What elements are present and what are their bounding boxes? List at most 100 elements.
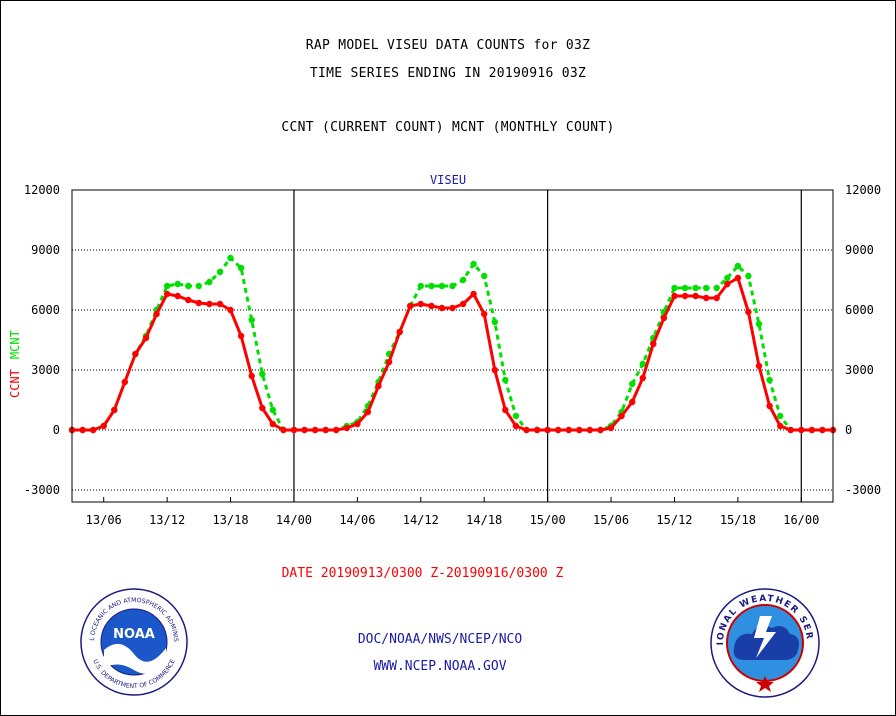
x-tick-label: 15/06 (593, 513, 629, 527)
data-point-mcnt (227, 254, 234, 262)
data-point-ccnt (734, 274, 742, 282)
data-point-ccnt (153, 310, 160, 318)
data-point-mcnt (639, 360, 646, 368)
data-point-mcnt (428, 282, 435, 290)
data-point-ccnt (354, 420, 361, 428)
data-point-mcnt (470, 260, 477, 268)
data-point-ccnt (618, 412, 625, 420)
data-point-mcnt (755, 320, 763, 328)
data-point-ccnt (491, 366, 498, 374)
data-point-mcnt (417, 282, 424, 290)
data-point-mcnt (703, 284, 710, 292)
x-tick-label: 13/12 (149, 513, 185, 527)
data-point-ccnt (269, 420, 276, 428)
data-point-mcnt (185, 282, 192, 290)
data-point-mcnt (724, 274, 731, 282)
data-point-ccnt (142, 334, 150, 342)
data-point-mcnt (671, 284, 678, 292)
y-tick-label-left: 9000 (31, 243, 60, 257)
x-tick-label: 14/00 (276, 513, 312, 527)
data-point-ccnt (206, 300, 213, 308)
data-point-ccnt (163, 290, 171, 298)
data-point-ccnt (428, 302, 435, 310)
data-point-ccnt (713, 294, 720, 302)
data-point-ccnt (639, 374, 646, 382)
data-point-ccnt (280, 426, 287, 434)
y-tick-label-left: 0 (53, 423, 60, 437)
y-tick-label-right: -3000 (845, 483, 881, 497)
footer-org-line: DOC/NOAA/NWS/NCEP/NCO (357, 632, 523, 647)
footer-url-line: WWW.NCEP.NOAA.GOV (373, 659, 507, 674)
data-point-mcnt (713, 284, 720, 292)
data-point-ccnt (766, 402, 773, 410)
x-tick-label: 15/18 (720, 513, 756, 527)
data-point-ccnt (576, 426, 583, 434)
data-point-ccnt (565, 426, 572, 434)
data-point-mcnt (692, 284, 699, 292)
data-point-ccnt (438, 304, 446, 312)
data-point-mcnt (766, 376, 773, 384)
data-point-ccnt (237, 332, 245, 340)
plot-title: VISEU (430, 173, 466, 187)
y-tick-label-right: 3000 (845, 363, 874, 377)
noaa-logo-text: NOAA (113, 627, 155, 642)
data-point-ccnt (692, 292, 699, 300)
data-point-mcnt (269, 406, 276, 414)
data-point-ccnt (745, 308, 752, 316)
data-point-ccnt (544, 426, 551, 434)
data-point-mcnt (459, 276, 467, 284)
data-point-ccnt (502, 406, 509, 414)
data-point-ccnt (819, 426, 826, 434)
series-layer (68, 254, 837, 434)
data-point-ccnt (755, 362, 763, 370)
data-point-mcnt (777, 412, 784, 420)
data-point-ccnt (290, 426, 298, 434)
y-tick-label-left: -3000 (24, 483, 60, 497)
data-point-mcnt (259, 370, 266, 378)
data-point-ccnt (216, 300, 224, 308)
svg-text:CCNTMCNT: CCNT MCNT (8, 330, 22, 398)
data-point-ccnt (597, 426, 604, 434)
data-point-ccnt (787, 426, 794, 434)
data-point-ccnt (343, 424, 350, 432)
noaa-logo: NOAA NATIONAL OCEANIC AND ATMOSPHERIC AD… (80, 588, 188, 696)
nws-star-icon (756, 676, 774, 692)
x-tick-label: 15/12 (656, 513, 692, 527)
chart-title-line-1: RAP MODEL VISEU DATA COUNTS for 03Z (305, 38, 591, 53)
data-point-ccnt (650, 340, 657, 348)
data-point-ccnt (311, 426, 319, 434)
data-point-ccnt (724, 280, 731, 288)
data-point-ccnt (671, 292, 678, 300)
data-point-ccnt (322, 426, 329, 434)
data-point-ccnt (89, 426, 97, 434)
data-point-ccnt (301, 426, 308, 434)
x-tick-label: 16/00 (783, 513, 819, 527)
data-point-ccnt (512, 422, 520, 430)
data-point-mcnt (237, 264, 245, 272)
data-point-ccnt (555, 426, 562, 434)
chart-title-line-3: CCNT (CURRENT COUNT) MCNT (MONTHLY COUNT… (281, 120, 615, 135)
grid-layer (72, 190, 833, 502)
data-point-mcnt (216, 268, 224, 276)
data-point-mcnt (502, 376, 509, 384)
data-point-ccnt (798, 426, 805, 434)
data-point-ccnt (481, 310, 488, 318)
data-point-mcnt (449, 282, 456, 290)
data-point-ccnt (375, 382, 382, 390)
data-point-ccnt (681, 292, 689, 300)
y-tick-label-left: 3000 (31, 363, 60, 377)
y-axis-label: CCNT MCNT (8, 330, 22, 398)
data-point-mcnt (195, 282, 202, 290)
data-point-ccnt (195, 299, 202, 307)
y-tick-label-left: 12000 (24, 183, 60, 197)
data-point-ccnt (396, 328, 403, 336)
data-point-ccnt (459, 300, 467, 308)
data-point-ccnt (808, 426, 816, 434)
x-tick-label: 14/12 (403, 513, 439, 527)
y-tick-label-right: 6000 (845, 303, 874, 317)
data-point-ccnt (333, 426, 340, 434)
chart-title-line-2: TIME SERIES ENDING IN 20190916 03Z (309, 66, 587, 81)
data-point-ccnt (607, 424, 615, 432)
x-tick-label: 13/18 (212, 513, 248, 527)
